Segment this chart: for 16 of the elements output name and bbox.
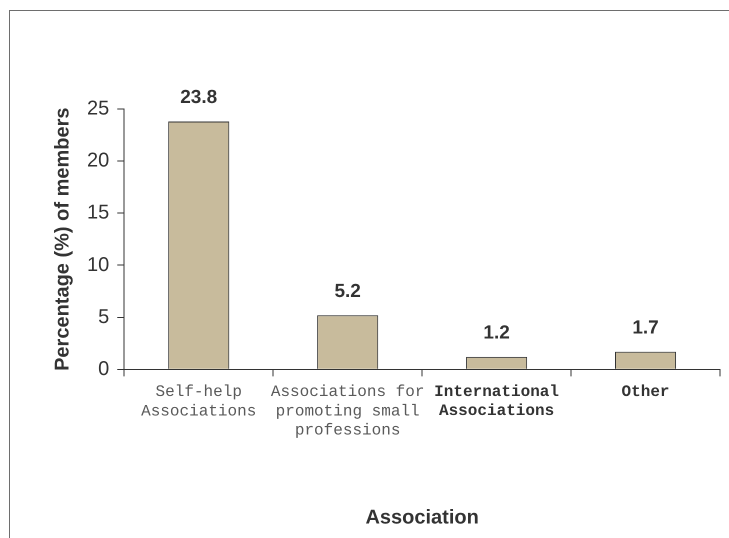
data-label: 1.2	[483, 322, 510, 344]
y-tick-label: 15	[86, 202, 110, 224]
data-label: 5.2	[334, 280, 361, 302]
x-tick-label: Associations for promoting small professions	[270, 383, 424, 440]
x-tick-label: International Associations	[434, 383, 560, 420]
y-tick-label: 20	[86, 150, 110, 172]
y-tick-label: 5	[98, 306, 110, 328]
x-tick-label: Self-help Associations	[141, 383, 256, 420]
y-axis-title: Percentage (%) of members	[52, 107, 74, 371]
data-label: 23.8	[180, 87, 218, 108]
y-tick-label: 10	[86, 254, 110, 276]
x-tick-label: Other	[622, 383, 670, 402]
data-label: 1.7	[632, 317, 659, 338]
y-tick-label: 0	[98, 358, 110, 380]
x-axis-title: Association	[365, 506, 479, 529]
y-tick-label: 25	[86, 98, 110, 120]
